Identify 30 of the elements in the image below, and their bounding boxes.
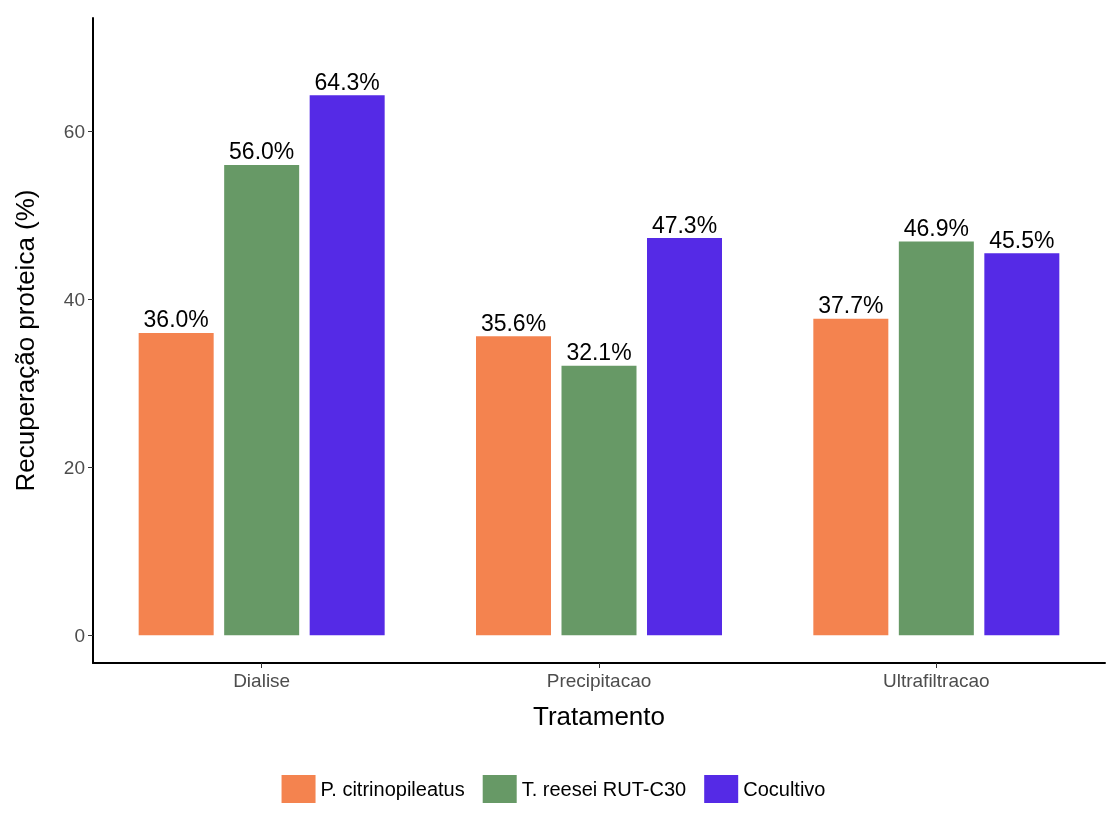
bar	[898, 241, 974, 636]
y-tick-label: 0	[74, 624, 85, 646]
legend-label: T. reesei RUT-C30	[521, 778, 687, 800]
bar	[476, 336, 551, 636]
bar	[309, 95, 385, 636]
data-label: 45.5%	[989, 226, 1055, 253]
bar	[984, 253, 1060, 636]
bar	[813, 318, 889, 636]
data-label: 37.7%	[818, 292, 884, 319]
bar	[224, 164, 300, 636]
data-label: 56.0%	[229, 138, 295, 165]
bar	[561, 365, 637, 636]
x-tick-label: Dialise	[233, 670, 291, 691]
x-tick-label: Precipitacao	[546, 670, 652, 691]
y-tick-label: 40	[63, 288, 85, 310]
data-label: 35.6%	[480, 309, 547, 336]
bar	[647, 238, 722, 636]
legend-label: Cocultivo	[743, 778, 826, 800]
data-label: 47.3%	[651, 211, 718, 238]
data-label: 46.9%	[903, 214, 969, 241]
legend-label: P. citrinopileatus	[320, 778, 465, 800]
data-label: 32.1%	[566, 339, 632, 366]
bar	[138, 332, 214, 636]
data-label: 36.0%	[143, 306, 209, 333]
y-tick-label: 20	[63, 456, 85, 478]
y-axis-title: Recuperação proteica (%)	[10, 189, 40, 492]
x-axis-title: Tratamento	[533, 701, 665, 731]
x-tick-label: Ultrafiltracao	[883, 670, 990, 691]
y-tick-label: 60	[63, 120, 85, 142]
data-label: 64.3%	[314, 68, 380, 95]
